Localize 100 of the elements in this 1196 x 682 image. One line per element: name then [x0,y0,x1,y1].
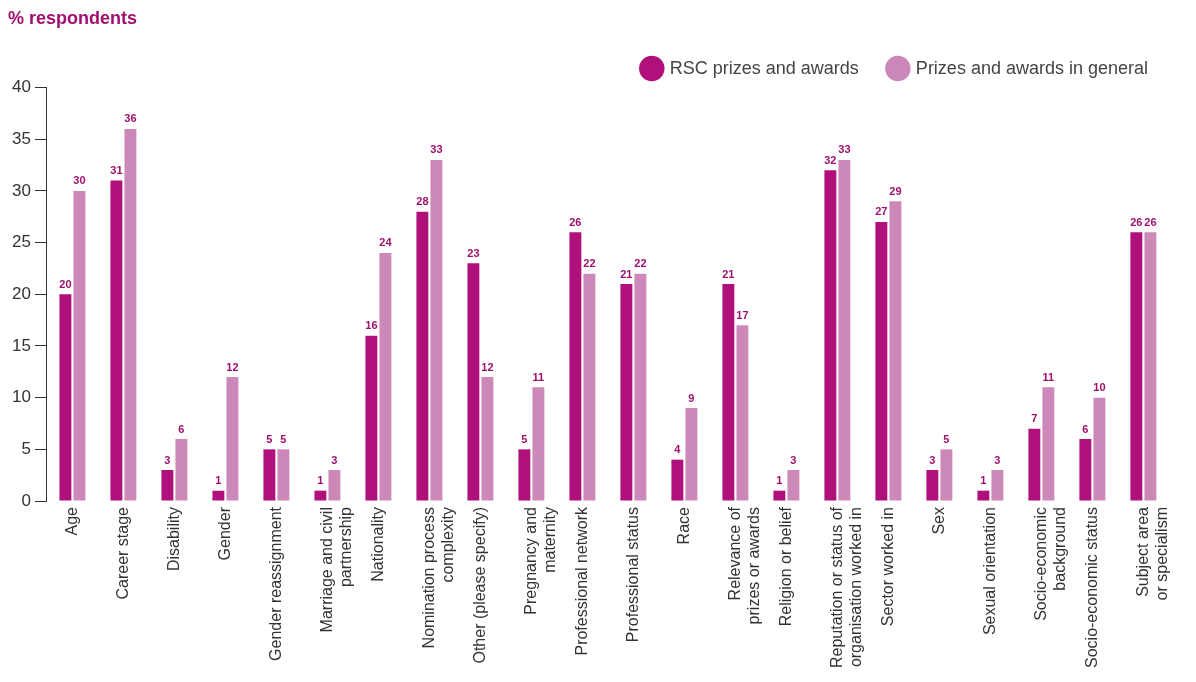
bar [314,490,327,501]
y-tick-label: 20 [11,284,31,303]
data-label: 5 [943,432,950,445]
y-tick-label: 35 [11,128,31,148]
data-label: 10 [1093,381,1106,394]
bar [824,170,837,501]
bar [212,490,225,501]
bar [1144,232,1157,501]
data-label: 6 [178,422,185,435]
data-label: 1 [317,474,324,487]
data-label: 5 [521,432,528,445]
x-tick-label: Professional network [572,506,590,656]
data-label: 32 [824,153,837,166]
y-tick-label: 30 [11,180,31,200]
bar [926,470,939,501]
bar [365,335,378,501]
x-tick-label: Professional status [623,507,641,643]
data-label: 11 [1042,370,1055,383]
bar [1079,439,1092,501]
x-tick-label: Nationality [368,507,386,582]
data-label: 31 [110,164,123,177]
data-label: 33 [838,143,851,156]
data-label: 17 [736,308,749,321]
x-tick-label: Socio-economic status [1082,507,1100,668]
data-label: 16 [365,319,378,332]
x-tick-label: Other (please specify) [470,507,488,664]
data-label: 12 [226,360,239,373]
x-tick-label: Nomination process complexity [419,507,456,649]
data-label: 28 [416,195,429,208]
x-tick-label: Sex [929,507,947,535]
data-label: 26 [1144,215,1157,228]
bar [736,325,749,501]
x-tick-label: Marriage and civil partnership [317,506,355,633]
data-label: 3 [929,453,936,466]
bar [569,232,582,501]
y-tick-label: 25 [11,232,31,252]
data-label: 1 [776,474,783,487]
x-tick-label: Relevance of prizes or awards [725,506,762,625]
bar [940,449,953,501]
bar [467,263,480,501]
bar [787,470,800,501]
legend-label: RSC prizes and awards [669,57,859,78]
data-label: 30 [73,174,86,187]
x-tick-label: Sector worked in [878,507,896,627]
x-tick-label: Race [674,506,692,545]
bar [1130,232,1143,501]
data-label: 1 [980,474,987,487]
bar [73,190,86,501]
bar [430,159,443,501]
data-label: 27 [875,205,888,218]
data-label: 21 [620,267,633,280]
data-label: 24 [379,236,393,249]
bar [875,221,888,501]
data-label: 6 [1082,422,1089,435]
bar [1042,387,1055,501]
bar [1028,428,1041,501]
bar [671,459,684,501]
data-label: 11 [532,370,545,383]
bar [685,408,698,501]
data-label: 22 [583,257,596,270]
x-tick-label: Religion or belief [776,506,794,627]
data-label: 5 [280,432,287,445]
x-tick-label: Socio-economic background [1031,507,1068,621]
bar [416,211,429,501]
data-label: 22 [634,257,647,270]
data-label: 9 [688,391,695,404]
bar [124,128,137,501]
data-label: 29 [889,184,902,197]
bar [110,180,123,501]
data-label: 3 [790,453,797,466]
data-label: 3 [994,453,1001,466]
bar [161,470,174,501]
y-tick-label: 15 [11,335,31,355]
bar [722,283,735,501]
x-tick-label: Age [62,506,80,536]
bar [977,490,990,501]
bar [379,252,392,501]
bar [991,470,1004,501]
bar [59,294,72,501]
data-label: 36 [124,112,137,125]
data-label: 3 [164,453,171,466]
bar [634,273,647,501]
data-label: 12 [481,360,494,373]
x-tick-label: Gender reassignment [266,506,284,661]
y-tick-label: 10 [11,387,31,407]
data-label: 33 [430,143,443,156]
bar [889,201,902,501]
y-tick-label: 40 [11,77,31,97]
x-tick-label: Career stage [113,506,131,600]
data-label: 7 [1031,412,1038,425]
data-label: 23 [467,246,480,259]
data-label: 3 [331,453,338,466]
data-label: 20 [59,277,72,290]
bar [226,376,239,501]
y-tick-label: 5 [21,439,31,459]
bar [620,283,633,501]
bar [175,439,188,501]
legend-label: Prizes and awards in general [915,57,1149,78]
bar [263,449,276,501]
data-label: 5 [266,432,273,445]
